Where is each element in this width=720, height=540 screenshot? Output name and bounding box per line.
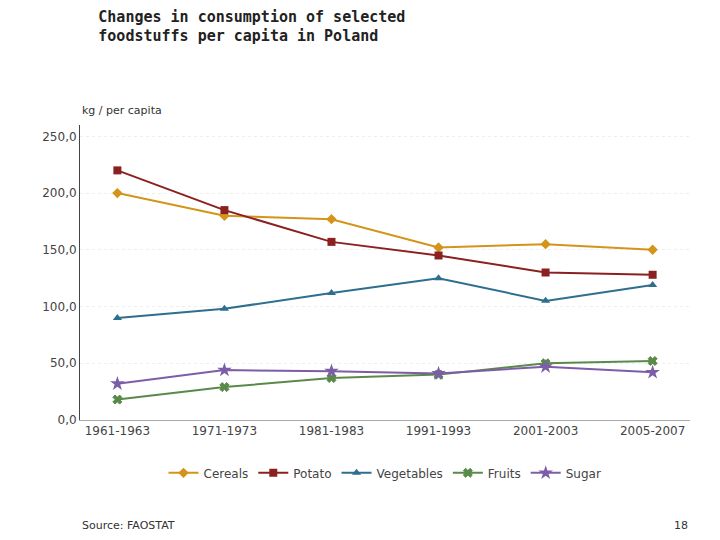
svg-text:Source: FAOSTAT: Source: FAOSTAT [82,519,175,532]
svg-text:0,0: 0,0 [58,413,77,427]
svg-text:1971-1973: 1971-1973 [192,424,257,438]
svg-text:Potato: Potato [293,467,331,481]
svg-text:Changes in consumption of sele: Changes in consumption of selectedfoodst… [98,8,405,46]
svg-text:Sugar: Sugar [566,467,601,481]
svg-text:150,0: 150,0 [42,243,76,257]
svg-text:1961-1963: 1961-1963 [85,424,150,438]
svg-text:Vegetables: Vegetables [377,467,443,481]
svg-text:200,0: 200,0 [42,186,76,200]
svg-text:100,0: 100,0 [42,300,76,314]
svg-text:1981-1983: 1981-1983 [299,424,364,438]
svg-text:kg / per capita: kg / per capita [82,104,162,117]
svg-text:2005-2007: 2005-2007 [620,424,685,438]
svg-text:18: 18 [674,519,688,532]
svg-text:Fruits: Fruits [488,467,521,481]
svg-text:1991-1993: 1991-1993 [406,424,471,438]
svg-text:250,0: 250,0 [42,130,76,144]
svg-text:50,0: 50,0 [50,356,77,370]
svg-text:Cereals: Cereals [204,467,249,481]
svg-text:2001-2003: 2001-2003 [513,424,578,438]
